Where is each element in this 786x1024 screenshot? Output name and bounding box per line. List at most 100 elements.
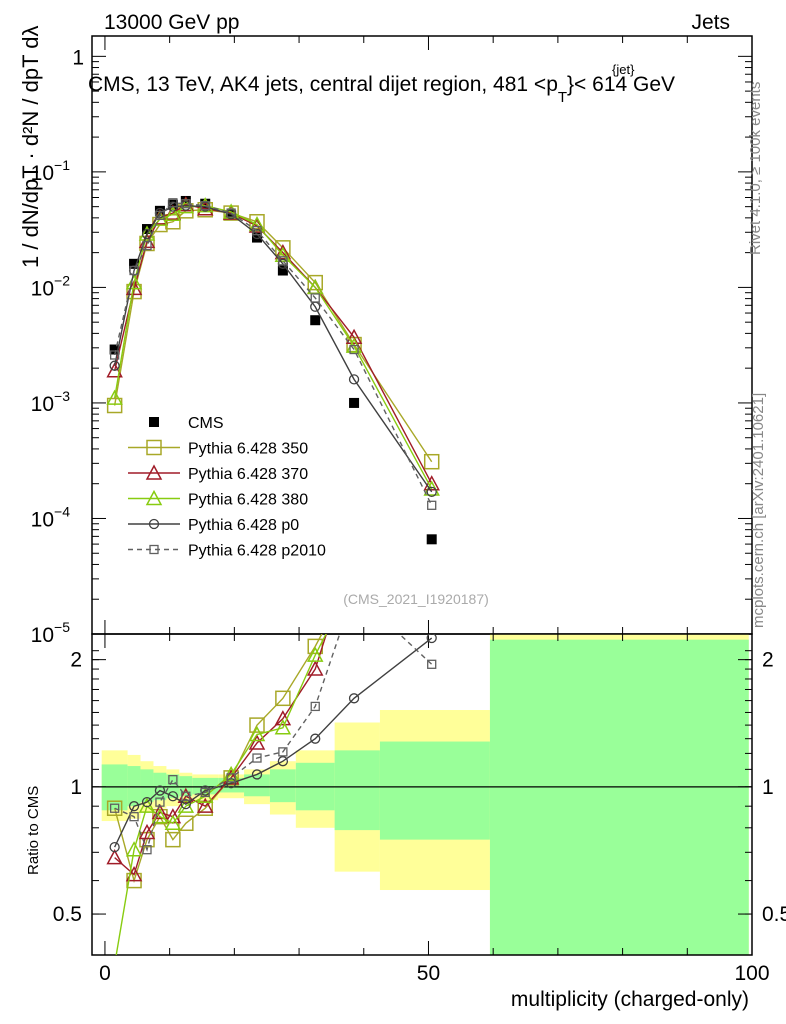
data-point — [277, 265, 288, 276]
ratio-point — [275, 690, 291, 707]
data-point — [200, 201, 210, 211]
ratio-frame — [91, 633, 753, 956]
analysis-watermark: (CMS_2021_I1920187) — [343, 591, 489, 607]
legend-label: Pythia 6.428 350 — [188, 441, 308, 458]
ratio-point — [167, 791, 179, 802]
data-point — [129, 258, 140, 269]
ratio-y-tick-label: 2 — [70, 649, 82, 672]
ratio-point — [277, 756, 289, 767]
data-point — [106, 362, 123, 378]
ratio-y-tick-label: 1 — [762, 776, 774, 799]
y-tick-label: 10−3 — [31, 388, 71, 416]
data-point — [129, 265, 139, 276]
ratio-point — [225, 778, 237, 789]
ratio-pythia-6-428-p0 — [109, 634, 437, 853]
ratio-point — [226, 773, 236, 783]
ratio-point — [347, 572, 361, 585]
ratio-point — [425, 578, 439, 591]
ratio-point — [154, 785, 166, 796]
mcplots-label: mcplots.cern.ch [arXiv:2401.10621] — [750, 393, 767, 628]
data-point — [106, 397, 123, 414]
plot-title: CMS, 13 TeV, AK4 jets, central dijet reg… — [88, 73, 675, 106]
legend-item: Pythia 6.428 p0 — [128, 517, 299, 534]
ratio-point — [142, 845, 152, 855]
legend-marker — [149, 544, 159, 555]
data-point — [252, 225, 262, 236]
ratio-point — [164, 814, 182, 831]
band-inner — [140, 769, 154, 803]
data-point — [274, 246, 292, 262]
ratio-y-tick-label: 0.5 — [762, 903, 786, 926]
ratio-point — [129, 812, 139, 822]
ratio-line — [114, 634, 433, 852]
data-point — [278, 256, 288, 266]
rivet-version-label: Rivet 4.1.0, ≥ 100k events — [747, 82, 764, 255]
ratio-point — [427, 659, 437, 669]
series-line — [113, 202, 433, 506]
legend-item: Pythia 6.428 p2010 — [128, 543, 326, 560]
ratio-point — [109, 841, 120, 853]
ratio-line — [114, 637, 433, 848]
data-point — [200, 198, 211, 209]
data-point — [349, 397, 360, 408]
data-point — [106, 389, 123, 405]
legend-marker — [146, 439, 162, 456]
data-point — [125, 274, 143, 290]
band-inner — [379, 741, 490, 840]
uncertainty-bands — [101, 634, 749, 955]
data-point — [310, 293, 320, 303]
band-inner — [269, 769, 296, 803]
series-cms — [109, 195, 437, 545]
header-energy: 13000 GeV pp — [104, 11, 239, 34]
band-inner — [244, 774, 270, 797]
ratio-line — [114, 634, 328, 876]
data-point — [142, 240, 152, 251]
y-tick-label: 10−1 — [31, 157, 71, 185]
ratio-point — [251, 769, 263, 780]
data-point — [427, 500, 437, 510]
x-tick-label: 0 — [99, 962, 111, 985]
data-point — [307, 274, 323, 291]
x-tick-label: 100 — [734, 962, 769, 985]
ratio-point — [155, 797, 165, 807]
ratio-point — [425, 496, 439, 510]
ratio-point — [196, 797, 214, 813]
series-line — [113, 204, 433, 493]
series-pythia-6-428-p2010 — [109, 198, 437, 510]
ratio-point — [306, 660, 324, 676]
ratio-point — [310, 701, 320, 712]
ratio-line — [113, 634, 323, 884]
legend-marker — [145, 464, 163, 480]
data-point — [109, 350, 120, 360]
series-group — [106, 195, 440, 545]
ratio-point — [252, 753, 262, 763]
ratio-point — [106, 849, 123, 865]
ratio-point — [125, 841, 143, 857]
legend-marker — [148, 518, 160, 530]
data-point — [138, 225, 156, 241]
band-inner — [334, 750, 380, 831]
plot-title-main: CMS, 13 TeV, AK4 jets, central dijet reg… — [88, 73, 558, 96]
plot-title-sup: {jet} — [612, 62, 635, 77]
main-panel: 10−5 10−4 10−3 10−2 10−1 1 — [31, 35, 753, 647]
ratio-point — [248, 734, 266, 750]
ratio-point — [274, 719, 292, 735]
data-point — [426, 486, 437, 497]
ratio-point — [347, 566, 361, 580]
legend-item: Pythia 6.428 350 — [128, 439, 308, 458]
ratio-point — [200, 787, 210, 798]
ratio-point — [128, 801, 140, 812]
ratio-point — [348, 693, 360, 704]
ratio-point — [177, 797, 195, 813]
ratio-point — [141, 797, 153, 808]
legend-marker — [149, 417, 159, 427]
y-tick-label: 1 — [72, 46, 84, 69]
ratio-point — [310, 733, 321, 744]
ratio-point — [426, 634, 437, 644]
data-point — [109, 344, 120, 355]
data-point — [109, 360, 120, 371]
legend-item: CMS — [149, 415, 224, 432]
ratio-point — [168, 775, 178, 785]
ratio-point — [138, 823, 156, 840]
